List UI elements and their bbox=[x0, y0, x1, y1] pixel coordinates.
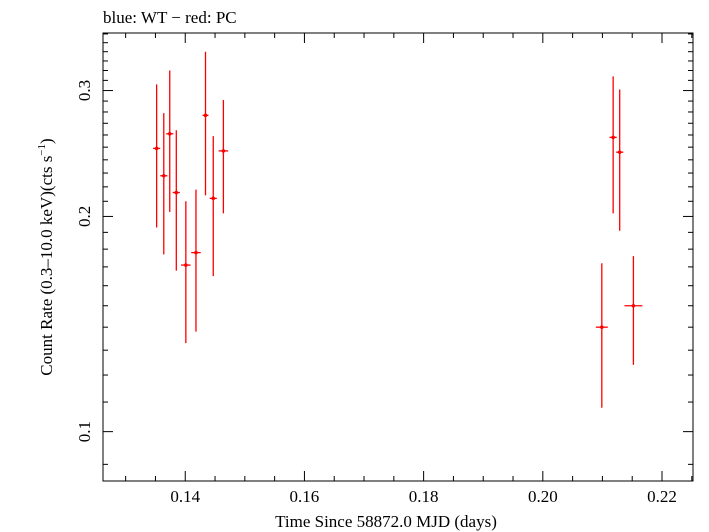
point-marker bbox=[221, 149, 226, 153]
x-tick-label: 0.16 bbox=[290, 487, 320, 506]
x-tick-label: 0.20 bbox=[528, 487, 558, 506]
y-axis-label-close: ) bbox=[37, 138, 56, 144]
y-tick-label: 0.1 bbox=[75, 421, 94, 442]
data-point bbox=[624, 256, 643, 365]
x-tick-label: 0.14 bbox=[170, 487, 200, 506]
data-point bbox=[172, 130, 180, 271]
y-axis-tick-labels: 0.1 0.2 0.3 bbox=[75, 80, 94, 442]
y-tick-label: 0.2 bbox=[75, 206, 94, 227]
x-tick-label: 0.22 bbox=[647, 487, 677, 506]
data-point bbox=[153, 84, 161, 228]
data-point bbox=[595, 263, 608, 408]
y-axis-label-main: Count Rate (0.3–10.0 keV)(cts s bbox=[37, 156, 56, 376]
point-marker bbox=[167, 131, 172, 136]
data-point bbox=[218, 100, 229, 214]
point-marker bbox=[174, 190, 179, 195]
data-point bbox=[209, 136, 217, 277]
point-marker bbox=[194, 250, 198, 255]
point-marker bbox=[600, 325, 604, 329]
plot-frame bbox=[102, 32, 694, 482]
data-point bbox=[181, 201, 191, 344]
y-tick-label: 0.3 bbox=[75, 80, 94, 101]
data-point bbox=[191, 189, 201, 332]
data-point bbox=[202, 51, 209, 196]
data-point bbox=[616, 89, 624, 231]
point-marker bbox=[617, 150, 622, 154]
data-point bbox=[160, 113, 168, 255]
point-marker bbox=[211, 196, 216, 201]
point-marker bbox=[184, 263, 188, 267]
x-axis-label: Time Since 58872.0 MJD (days) bbox=[275, 512, 497, 531]
chart-title: blue: WT − red: PC bbox=[103, 8, 237, 27]
y-axis-label-exponent: −1 bbox=[36, 144, 48, 156]
point-marker bbox=[631, 303, 636, 308]
point-marker bbox=[611, 135, 615, 140]
y-axis-label: Count Rate (0.3–10.0 keV)(cts s−1) bbox=[36, 138, 56, 375]
point-marker bbox=[154, 146, 159, 151]
axis-ticks bbox=[103, 33, 693, 481]
data-point bbox=[166, 70, 174, 212]
data-point bbox=[609, 76, 617, 214]
point-marker bbox=[161, 173, 166, 178]
x-tick-label: 0.18 bbox=[409, 487, 439, 506]
point-marker bbox=[203, 113, 208, 118]
data-points bbox=[153, 51, 643, 408]
x-axis-tick-labels: 0.14 0.16 0.18 0.20 0.22 bbox=[170, 487, 677, 506]
